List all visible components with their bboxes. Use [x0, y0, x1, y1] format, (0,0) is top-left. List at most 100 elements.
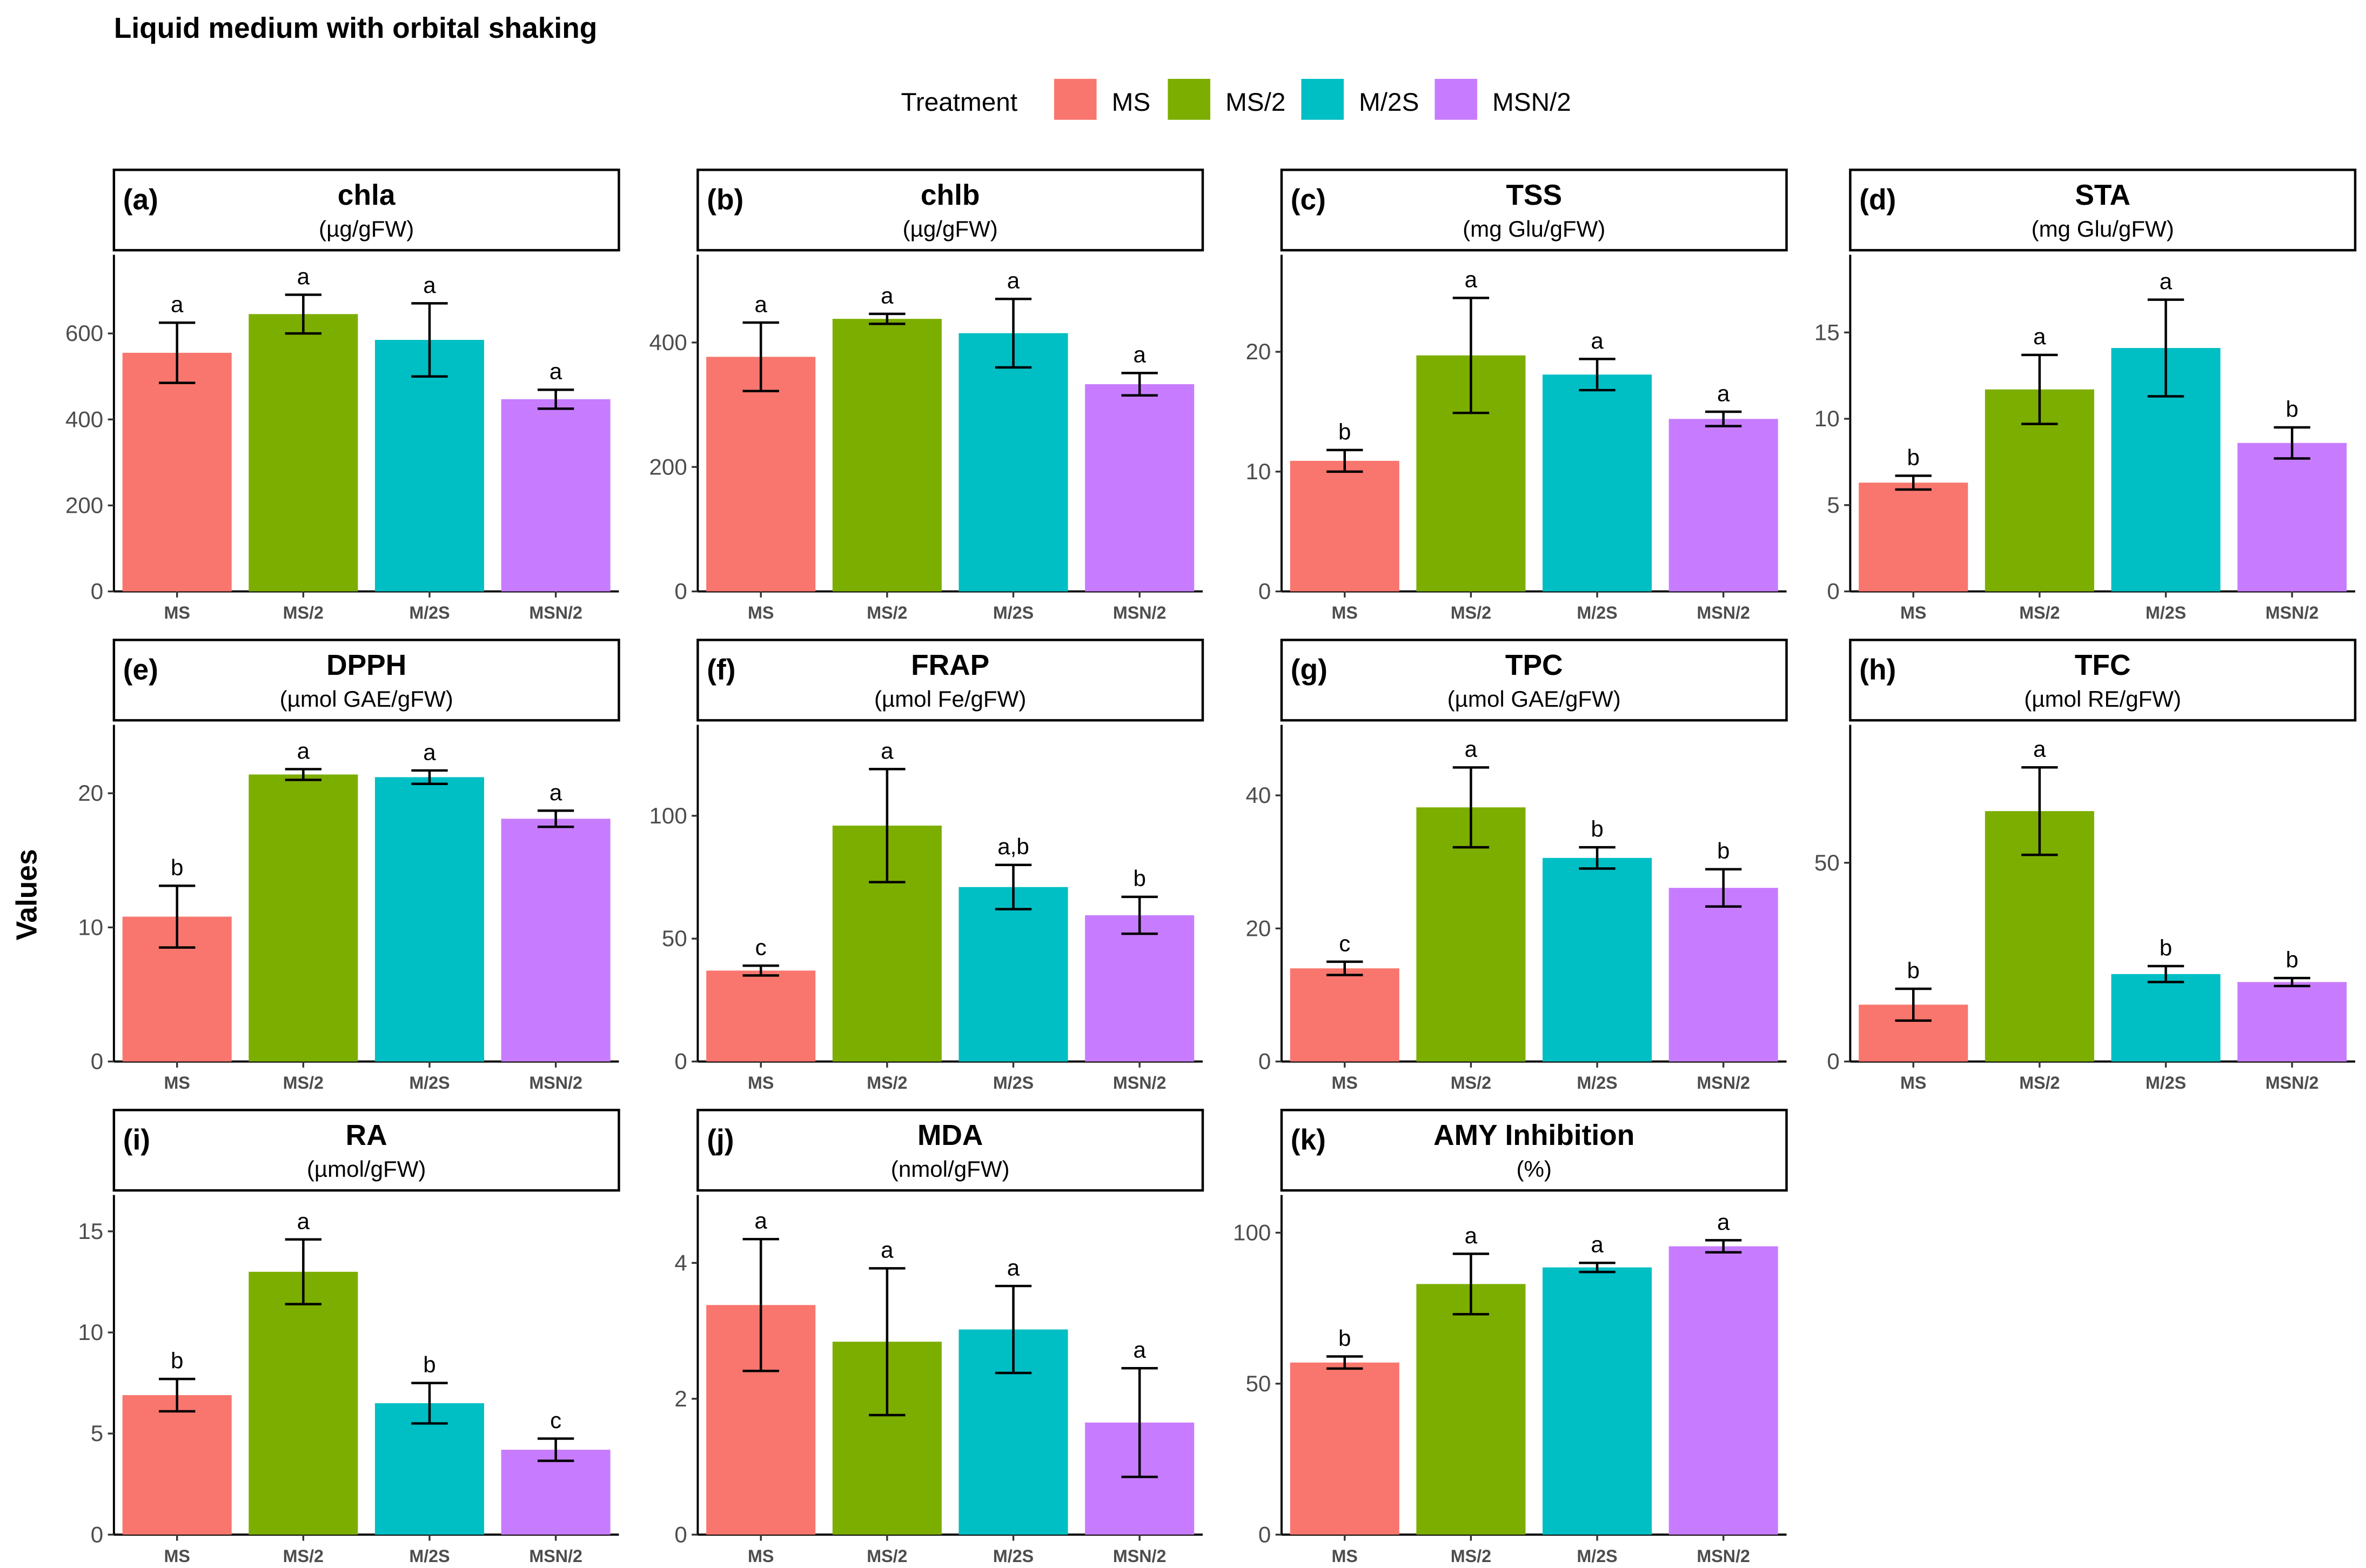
panel-unit: (µmol GAE/gFW)	[1447, 686, 1621, 712]
x-tick-label: MS	[748, 603, 774, 622]
bar-msn-2	[501, 819, 611, 1062]
significance-letter: a	[1717, 380, 1730, 406]
legend-label: MS	[1112, 88, 1151, 117]
x-tick-label: M/2S	[409, 1073, 450, 1093]
x-tick-label: MS/2	[283, 1073, 324, 1093]
panel-header	[1280, 1109, 1788, 1192]
x-tick-label: M/2S	[409, 603, 450, 622]
error-bar	[1452, 1252, 1490, 1316]
error-bar	[285, 768, 322, 781]
panel-label: (d)	[1859, 184, 1896, 216]
x-tick-label: M/2S	[993, 1073, 1034, 1093]
error-bar	[2147, 298, 2184, 398]
x-tick-label: MS	[1900, 1073, 1926, 1093]
bar-ms-2	[1416, 807, 1526, 1062]
error-bar	[1326, 1355, 1363, 1370]
legend-title: Treatment	[901, 88, 1017, 117]
panel-tpc: (g) TPC (µmol GAE/gFW) 0 20 40 c MS a MS/2 b M/2S b M…	[1245, 639, 1788, 1093]
x-tick-label: M/2S	[409, 1546, 450, 1566]
significance-letter: b	[1133, 866, 1145, 891]
x-tick-label: MS	[164, 603, 190, 622]
x-tick-label: MSN/2	[1113, 1546, 1167, 1566]
panel-amy-inhibition: (k) AMY Inhibition (%) 0 50 100 b MS a MS/2 a M/2S a…	[1233, 1109, 1788, 1566]
panel-unit: (µmol GAE/gFW)	[280, 686, 453, 712]
y-tick-label: 20	[78, 780, 103, 806]
x-tick-label: MS	[748, 1073, 774, 1093]
error-bar	[1705, 1239, 1742, 1254]
significance-letter: c	[1339, 930, 1350, 956]
x-tick-label: MS	[1332, 1546, 1358, 1566]
error-bar	[869, 1267, 906, 1417]
significance-letter: a	[423, 739, 436, 765]
error-bar	[1895, 987, 1932, 1022]
panel-title: TPC	[1505, 649, 1563, 681]
y-tick-label: 50	[1814, 850, 1840, 875]
panel-header	[112, 169, 620, 252]
x-tick-label: MSN/2	[529, 1546, 582, 1566]
x-tick-label: MSN/2	[529, 603, 582, 622]
x-tick-label: MS/2	[1451, 1546, 1491, 1566]
error-bar	[537, 388, 574, 410]
bar-ms	[1290, 968, 1399, 1062]
x-tick-label: MSN/2	[1697, 1073, 1750, 1093]
error-bar	[742, 1238, 779, 1372]
legend-swatch	[1301, 78, 1344, 120]
legend-label: MSN/2	[1492, 88, 1571, 117]
significance-letter: a	[1007, 1255, 1020, 1280]
error-bar	[995, 298, 1032, 369]
panel-title: chlb	[921, 179, 980, 211]
significance-letter: a,b	[997, 834, 1029, 859]
panel-title: DPPH	[326, 649, 406, 681]
error-bar	[1121, 372, 1158, 397]
error-bar	[1452, 297, 1490, 414]
bar-ms-2	[832, 319, 942, 592]
significance-letter: a	[881, 283, 894, 308]
bar-ms	[706, 970, 816, 1062]
significance-letter: b	[2285, 396, 2298, 421]
significance-letter: b	[1907, 957, 1920, 983]
bar-msn-2	[1668, 419, 1778, 592]
error-bar	[159, 321, 196, 384]
y-tick-label: 10	[78, 914, 103, 940]
y-tick-label: 200	[65, 492, 103, 518]
panel-frap: (f) FRAP (µmol Fe/gFW) 0 50 100 c MS a MS/2 a,b M/2…	[649, 639, 1204, 1093]
panel-header	[112, 1109, 620, 1192]
error-bar	[2021, 353, 2058, 425]
significance-letter: b	[1907, 445, 1920, 470]
panel-label: (a)	[123, 184, 158, 216]
error-bar	[1705, 410, 1742, 427]
legend-swatch	[1435, 78, 1477, 120]
y-tick-label: 200	[649, 454, 687, 479]
significance-letter: a	[1465, 1223, 1478, 1248]
panel-label: (c)	[1291, 184, 1326, 216]
x-tick-label: MS/2	[867, 603, 907, 622]
significance-letter: a	[171, 292, 184, 317]
panel-label: (e)	[123, 654, 158, 686]
panel-tfc: (h) TFC (µmol RE/gFW) 0 50 b MS a MS/2 b M/2S b MSN/…	[1814, 639, 2357, 1093]
error-bar	[995, 1284, 1032, 1375]
bar-m-2s	[1543, 1267, 1652, 1535]
bar-m-2s	[374, 1403, 485, 1535]
bar-m-2s	[374, 340, 485, 592]
panel-unit: (mg Glu/gFW)	[2032, 216, 2174, 242]
panel-title: AMY Inhibition	[1433, 1120, 1634, 1151]
panel-chlb: (b) chlb (µg/gFW) 0 200 400 a MS a MS/2 a M/2S a MSN/…	[649, 169, 1204, 622]
panel-unit: (µmol/gFW)	[307, 1156, 426, 1182]
error-bar	[869, 312, 906, 325]
legend-label: MS/2	[1225, 88, 1285, 117]
error-bar	[1121, 895, 1158, 935]
significance-letter: a	[2160, 269, 2173, 294]
panel-header	[696, 1109, 1204, 1192]
panel-label: (b)	[707, 184, 743, 216]
panel-unit: (µg/gFW)	[903, 216, 998, 242]
significance-letter: a	[1591, 328, 1604, 353]
y-tick-label: 15	[1814, 319, 1840, 345]
error-bar	[537, 1437, 574, 1462]
y-tick-label: 400	[649, 330, 687, 355]
y-tick-label: 20	[1245, 915, 1271, 941]
x-tick-label: MS	[1332, 1073, 1358, 1093]
x-tick-label: MS/2	[1451, 1073, 1491, 1093]
error-bar	[1121, 1366, 1158, 1478]
panel-unit: (nmol/gFW)	[891, 1156, 1010, 1182]
legend-swatch	[1054, 78, 1097, 120]
